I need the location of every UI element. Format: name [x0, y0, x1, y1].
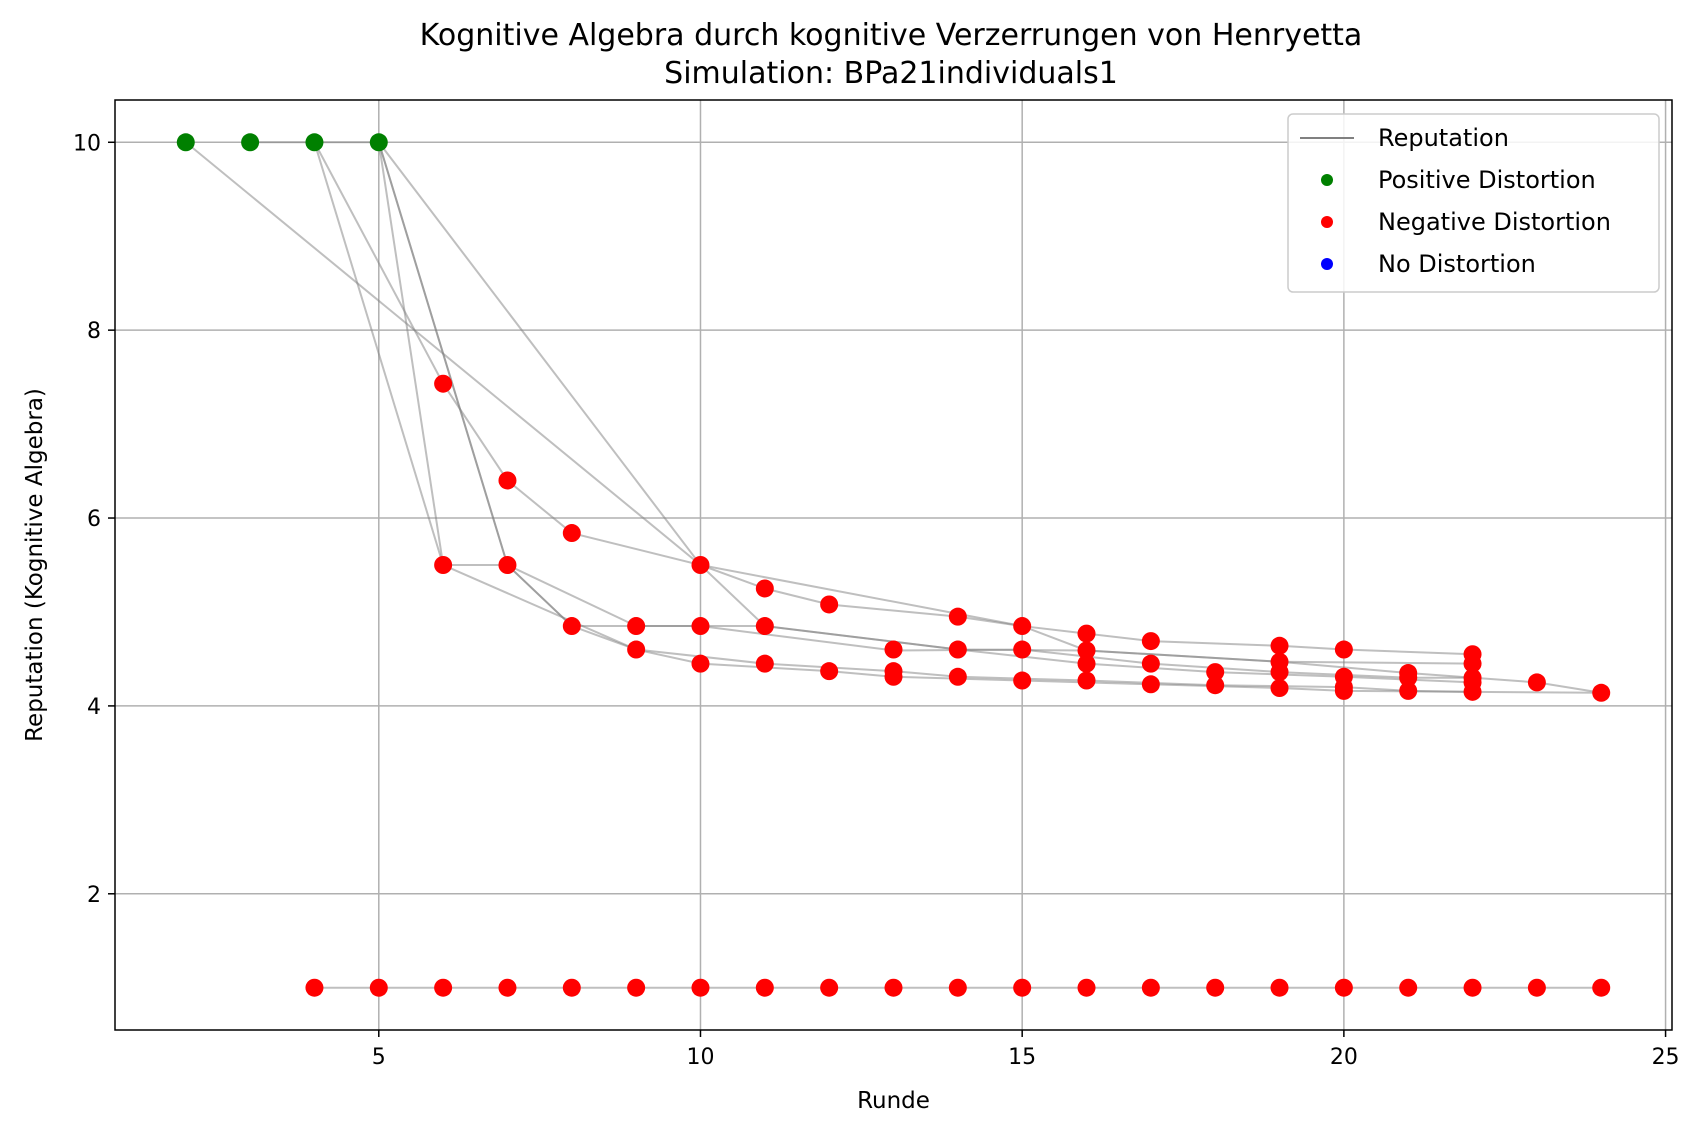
negative-distortion-point	[948, 607, 967, 626]
negative-distortion-point	[948, 640, 967, 659]
negative-distortion-point	[1077, 624, 1096, 643]
negative-distortion-point	[1334, 978, 1353, 997]
negative-distortion-point	[1334, 640, 1353, 659]
negative-distortion-point	[627, 617, 646, 636]
negative-distortion-point	[884, 978, 903, 997]
negative-distortion-point	[820, 595, 839, 614]
negative-distortion-point	[1141, 675, 1160, 694]
negative-distortion-point	[755, 579, 774, 598]
negative-distortion-point	[884, 667, 903, 686]
negative-distortion-point	[1141, 978, 1160, 997]
reputation-line	[377, 141, 1473, 693]
chart-title: Kognitive Algebra durch kognitive Verzer…	[420, 18, 1363, 53]
negative-distortion-point	[1270, 663, 1289, 682]
legend-marker-swatch	[1321, 174, 1333, 186]
negative-distortion-point	[1013, 640, 1032, 659]
legend-label: Negative Distortion	[1378, 208, 1611, 236]
legend-marker-swatch	[1321, 258, 1333, 270]
negative-distortion-point	[1141, 654, 1160, 673]
negative-distortion-point	[948, 667, 967, 686]
negative-distortion-point	[498, 471, 517, 490]
negative-distortion-point	[948, 978, 967, 997]
negative-distortion-point	[627, 978, 646, 997]
y-tick-label: 4	[87, 695, 101, 720]
x-tick-label: 5	[372, 1045, 386, 1070]
negative-distortion-point	[1270, 679, 1289, 698]
negative-distortion-point	[1527, 978, 1546, 997]
legend-label: No Distortion	[1378, 250, 1536, 278]
negative-distortion-point	[755, 617, 774, 636]
negative-distortion-point	[1399, 681, 1418, 700]
negative-distortion-point	[1463, 682, 1482, 701]
negative-distortion-point	[884, 640, 903, 659]
negative-distortion-point	[1592, 683, 1611, 702]
negative-distortion-point	[1077, 654, 1096, 673]
negative-distortion-point	[434, 978, 453, 997]
chart-subtitle: Simulation: BPa21individuals1	[664, 56, 1118, 91]
negative-distortion-point	[1334, 681, 1353, 700]
x-tick-label: 10	[686, 1045, 714, 1070]
negative-distortion-point	[691, 617, 710, 636]
negative-distortion-point	[1527, 673, 1546, 692]
x-tick-label: 15	[1008, 1045, 1036, 1070]
negative-distortion-point	[1463, 978, 1482, 997]
negative-distortion-point	[691, 978, 710, 997]
negative-distortion-point	[1013, 671, 1032, 690]
plot-area-frame	[114, 99, 1673, 1031]
negative-distortion-point	[691, 654, 710, 673]
negative-distortion-point	[305, 978, 324, 997]
negative-distortion-point	[562, 524, 581, 543]
negative-distortion-point	[562, 617, 581, 636]
data-points	[176, 133, 1611, 997]
negative-distortion-point	[1206, 663, 1225, 682]
y-axis-label: Reputation (Kognitive Algebra)	[22, 388, 48, 742]
negative-distortion-point	[820, 662, 839, 681]
y-tick-label: 8	[87, 319, 101, 344]
negative-distortion-point	[562, 978, 581, 997]
legend-label: Reputation	[1378, 124, 1509, 152]
negative-distortion-point	[1013, 978, 1032, 997]
negative-distortion-point	[1463, 654, 1482, 673]
negative-distortion-point	[627, 640, 646, 659]
negative-distortion-point	[755, 654, 774, 673]
x-tick-label: 25	[1652, 1045, 1680, 1070]
negative-distortion-point	[1077, 978, 1096, 997]
positive-distortion-point	[305, 133, 324, 152]
negative-distortion-point	[1141, 632, 1160, 651]
positive-distortion-point	[241, 133, 260, 152]
legend-marker-swatch	[1321, 216, 1333, 228]
negative-distortion-point	[1270, 636, 1289, 655]
negative-distortion-point	[1077, 641, 1096, 660]
negative-distortion-point	[434, 556, 453, 574]
negative-distortion-point	[498, 556, 517, 574]
y-tick-label: 6	[87, 507, 101, 532]
negative-distortion-point	[1592, 978, 1611, 997]
legend-label: Positive Distortion	[1378, 166, 1596, 194]
negative-distortion-point	[755, 978, 774, 997]
axis-ticks: 5 10 15 20 25 2 4 6 8 10	[73, 131, 1680, 1070]
negative-distortion-point	[434, 374, 453, 393]
legend-box	[1287, 113, 1660, 293]
negative-distortion-point	[1270, 978, 1289, 997]
negative-distortion-point	[1077, 671, 1096, 690]
x-tick-label: 20	[1330, 1045, 1358, 1070]
negative-distortion-point	[1206, 978, 1225, 997]
negative-distortion-point	[1399, 668, 1418, 687]
negative-distortion-point	[1399, 978, 1418, 997]
negative-distortion-point	[820, 978, 839, 997]
y-tick-label: 2	[87, 883, 101, 908]
negative-distortion-point	[1206, 676, 1225, 695]
y-tick-label: 10	[73, 131, 101, 156]
positive-distortion-point	[369, 133, 388, 152]
legend: Reputation Positive Distortion Negative Di…	[1287, 113, 1660, 293]
x-axis-label: Runde	[857, 1088, 930, 1114]
negative-distortion-point	[1013, 617, 1032, 636]
negative-distortion-point	[369, 978, 388, 997]
negative-distortion-point	[691, 556, 710, 574]
positive-distortion-point	[176, 133, 195, 152]
negative-distortion-point	[498, 978, 517, 997]
